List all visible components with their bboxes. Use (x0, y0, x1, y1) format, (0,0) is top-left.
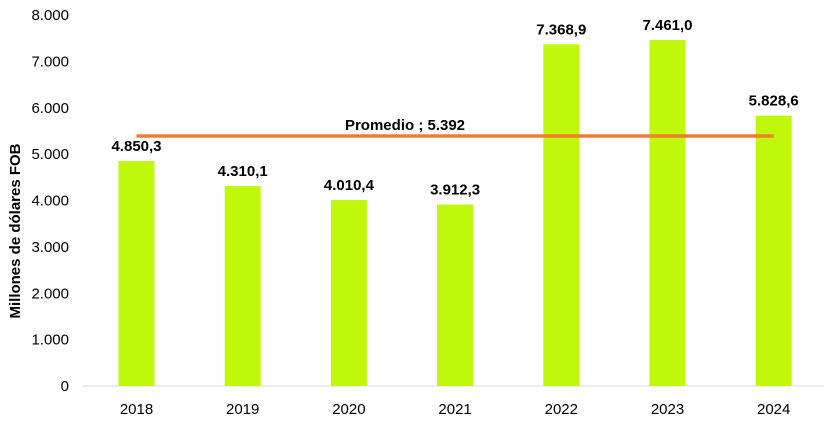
bar-2022 (543, 44, 580, 386)
bar-2018 (118, 161, 155, 386)
data-label: 7.461,0 (642, 17, 692, 34)
data-label: 4.850,3 (111, 138, 161, 155)
y-tick-label: 0 (61, 378, 69, 395)
data-label: 3.912,3 (430, 182, 480, 199)
x-tick-label: 2024 (757, 401, 790, 418)
x-tick-label: 2018 (120, 401, 153, 418)
y-tick-label: 8.000 (31, 7, 69, 24)
bar-2019 (224, 186, 261, 386)
data-label: 4.310,1 (218, 163, 268, 180)
y-tick-label: 5.000 (31, 146, 69, 163)
bars (118, 39, 792, 387)
y-tick-label: 7.000 (31, 53, 69, 70)
average-label: Promedio ; 5.392 (345, 117, 465, 134)
data-label: 5.828,6 (749, 93, 799, 110)
bar-2024 (755, 115, 792, 387)
y-tick-label: 1.000 (31, 332, 69, 349)
y-tick-label: 3.000 (31, 239, 69, 256)
y-tick-label: 4.000 (31, 193, 69, 210)
bar-2021 (437, 204, 474, 386)
bar-2023 (649, 39, 686, 386)
data-labels: 4.850,3 4.310,1 4.010,4 3.912,3 7.368,9 7.461… (111, 17, 798, 199)
x-tick-label: 2020 (332, 401, 365, 418)
x-axis-ticks: 2018 2019 2020 2021 2022 2023 2024 (120, 401, 791, 418)
data-label: 4.010,4 (324, 177, 375, 194)
bar-2020 (330, 200, 367, 386)
x-tick-label: 2022 (545, 401, 578, 418)
data-label: 7.368,9 (536, 21, 586, 38)
y-tick-label: 2.000 (31, 285, 69, 302)
y-axis-label: Millones de dólares FOB (7, 143, 24, 318)
x-tick-label: 2023 (651, 401, 684, 418)
x-tick-label: 2019 (226, 401, 259, 418)
x-tick-label: 2021 (438, 401, 471, 418)
y-tick-label: 6.000 (31, 100, 69, 117)
y-axis-ticks: 0 1.000 2.000 3.000 4.000 5.000 6.000 7.000 8.00… (31, 7, 69, 395)
